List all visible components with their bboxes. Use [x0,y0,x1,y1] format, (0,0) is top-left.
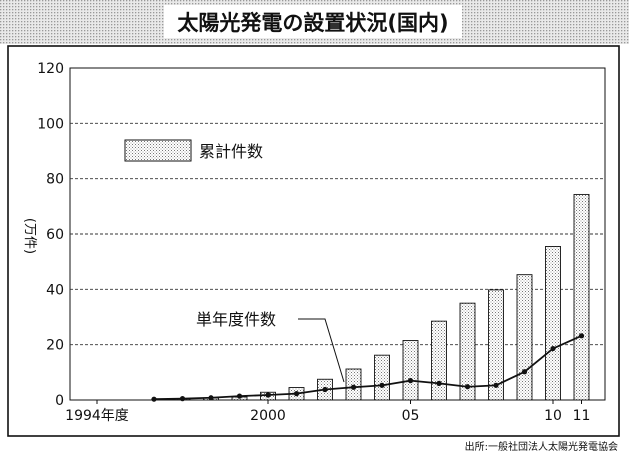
line-point [322,386,328,393]
bar-mark [488,289,504,401]
line-point [407,378,414,384]
y-axis-label: (万件) [22,218,37,254]
x-tick-label: 10 [544,408,562,424]
legend-swatch [124,139,192,162]
bar-mark [431,320,447,401]
line-point [151,396,157,402]
y-tick-label: 120 [37,61,64,77]
x-tick-label: 05 [402,408,420,424]
y-tick-label: 80 [46,172,64,188]
line-point [350,384,357,390]
y-tick-label: 0 [55,393,64,409]
line-point [550,345,556,352]
line-point [464,384,471,390]
line-annotation-label: 単年度件数 [196,310,276,329]
y-tick-labels: 0 20 40 60 80 100 120 [37,61,64,409]
x-tick-label: 1994年度 [65,408,129,424]
bar-mark [374,354,390,401]
bar-mark [345,368,362,401]
y-tick-label: 60 [46,227,64,243]
legend: 累計件数 [124,139,263,162]
line-point [578,333,585,339]
line-annotation: 単年度件数 [196,310,345,383]
bar-mark [516,274,533,401]
line-point [521,369,528,375]
x-tick-label: 11 [573,408,591,424]
x-tick-labels: 1994年度 2000 05 10 11 [65,400,590,424]
line-point [208,395,214,401]
line-series [151,333,585,402]
line-point [436,380,442,386]
y-tick-label: 40 [46,282,64,298]
bar-mark [573,193,590,401]
x-tick-label: 2000 [250,408,286,424]
legend-label: 累計件数 [199,142,263,161]
line-point [236,393,243,399]
gridlines [70,122,605,346]
bar-mark [402,340,419,401]
title-box [164,5,462,38]
line-point [265,392,271,398]
bar-mark [545,245,561,401]
line-point [379,382,385,388]
chart-title: 太陽光発電の設置状況(国内) [177,11,448,35]
line-point [293,391,300,397]
source-note: 出所:一般社団法人太陽光発電協会 [465,440,618,453]
line-point [493,382,499,388]
bar-mark [459,302,476,401]
y-tick-label: 20 [46,338,64,354]
y-tick-label: 100 [37,116,64,132]
line-path [153,334,582,401]
line-point [179,396,186,402]
line-annotation-leader [298,318,345,383]
